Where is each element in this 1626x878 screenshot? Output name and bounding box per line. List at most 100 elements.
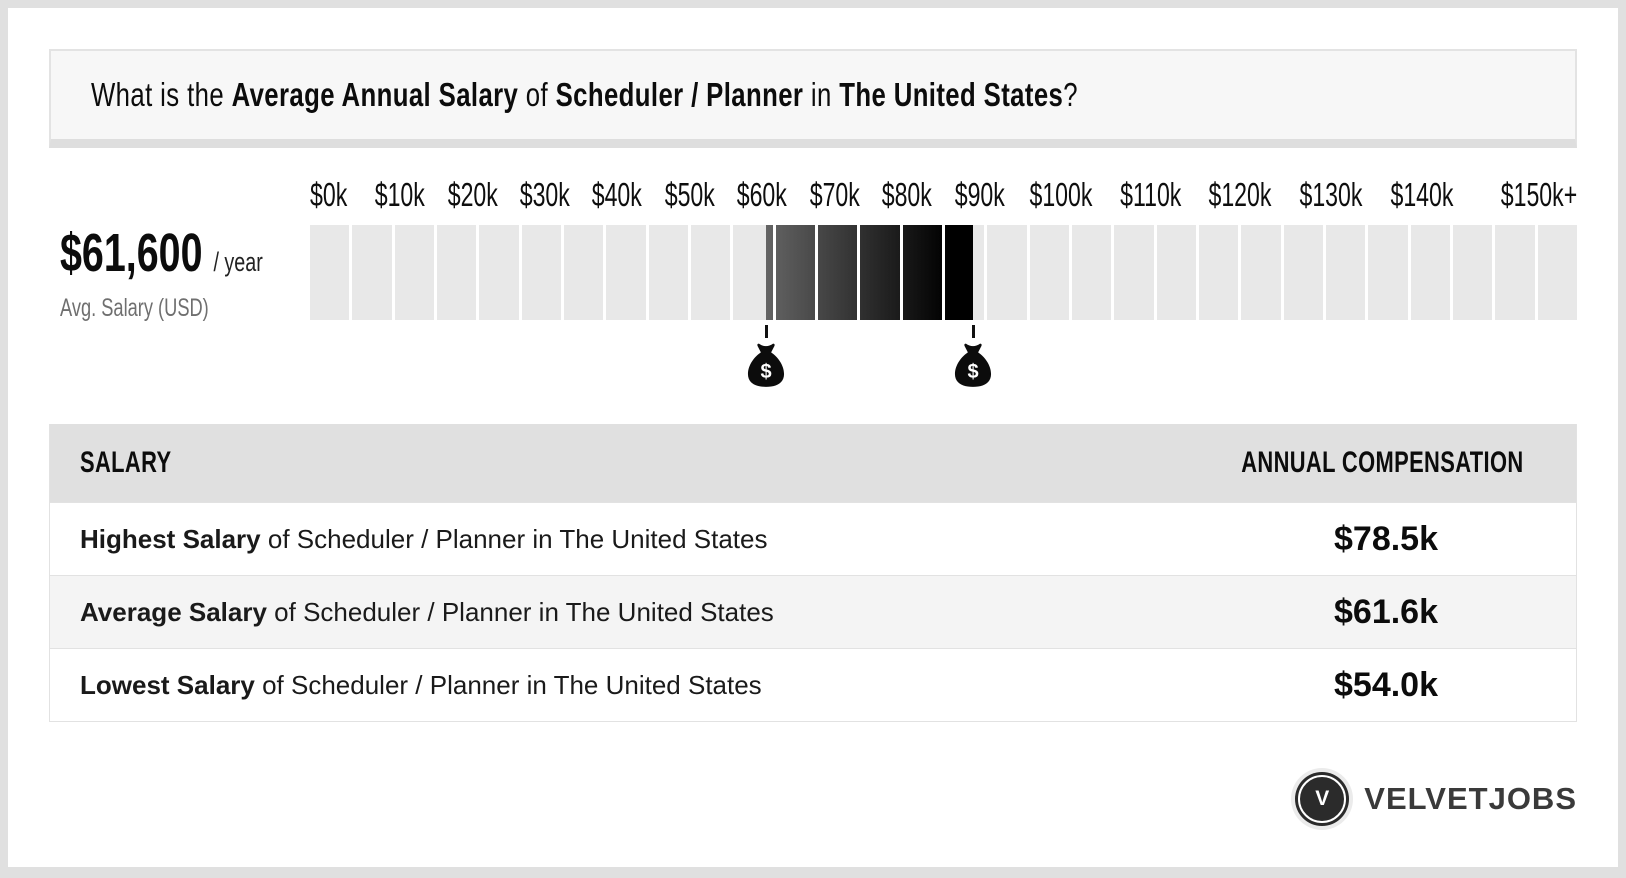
velvetjobs-logo-icon: V	[1295, 772, 1350, 826]
dollar-sign-glyph: $	[968, 361, 979, 383]
salary-value: $61,600	[60, 223, 203, 283]
marker-dash	[764, 325, 768, 338]
bar-segment	[479, 225, 522, 320]
header-salary-label: SALARY	[80, 446, 172, 479]
axis-tick-label: $100k	[1029, 176, 1093, 213]
bar-segment	[564, 225, 607, 320]
header-compensation-label: ANNUAL COMPENSATION	[1241, 446, 1524, 479]
bar-segment	[395, 225, 437, 320]
row-compensation-value: $78.5k	[1334, 519, 1438, 558]
row-description: Lowest Salary of Scheduler / Planner in …	[50, 670, 1196, 701]
average-salary-caption: Avg. Salary (USD)	[60, 294, 209, 322]
marker-dash	[971, 325, 975, 338]
brand-name: VELVETJOBS	[1364, 781, 1577, 816]
bar-segment	[1030, 225, 1072, 320]
bar-segment	[1326, 225, 1369, 320]
money-bag-icon: $	[748, 343, 785, 387]
salary-range-chart: $0k $10k $20k $30k $40k $50k $60k $70k $80k $90k $…	[310, 176, 1577, 395]
axis-tick-label: $130k	[1299, 176, 1363, 213]
bar-segment	[1241, 225, 1284, 320]
axis-tick-label: $30k	[519, 176, 570, 213]
row-compensation: $54.0k	[1196, 666, 1576, 705]
row-description-rest: of Scheduler / Planner in The United Sta…	[254, 669, 762, 700]
title-prefix: What is the	[91, 76, 232, 113]
axis-tick-label: $80k	[882, 176, 933, 213]
header-compensation: ANNUAL COMPENSATION	[1189, 446, 1576, 480]
title-suffix: ?	[1063, 76, 1078, 113]
bar-segment	[606, 225, 649, 320]
page-card: What is the Average Annual Salary of Sch…	[8, 8, 1618, 867]
money-bag-icon: $	[955, 343, 992, 387]
row-description-rest: of Scheduler / Planner in The United Sta…	[266, 596, 774, 627]
bar-segment	[945, 225, 988, 320]
axis-tick-label: $20k	[447, 176, 498, 213]
bar-segment	[691, 225, 734, 320]
axis-labels: $0k $10k $20k $30k $40k $50k $60k $70k $80k $90k $…	[310, 176, 1577, 214]
brand-footer: V VELVETJOBS	[49, 772, 1577, 826]
title-bold-job: Scheduler / Planner	[555, 76, 804, 113]
bar-segment	[987, 225, 1030, 320]
salary-chart-section: $61,600 / year Avg. Salary (USD) $0k $10k…	[49, 176, 1577, 395]
bar-segment	[649, 225, 691, 320]
title-bold-country: The United States	[839, 76, 1064, 113]
bar-segment	[1495, 225, 1538, 320]
row-description-bold: Average Salary	[80, 596, 267, 627]
axis-tick-label: $120k	[1208, 176, 1272, 213]
bar-segment	[437, 225, 480, 320]
highlight-range	[766, 225, 974, 320]
row-description-rest: of Scheduler / Planner in The United Sta…	[260, 523, 768, 554]
bar-segment	[1114, 225, 1157, 320]
title-bold-salary: Average Annual Salary	[231, 76, 519, 113]
bar-segments	[310, 225, 1577, 320]
axis-tick-label: $70k	[809, 176, 860, 213]
table-row: Average Salary of Scheduler / Planner in…	[50, 575, 1576, 648]
row-compensation: $61.6k	[1196, 593, 1576, 632]
bar-segment	[522, 225, 564, 320]
row-compensation: $78.5k	[1196, 520, 1576, 559]
bar-segment	[776, 225, 818, 320]
row-description: Highest Salary of Scheduler / Planner in…	[50, 524, 1196, 555]
salary-marker: $	[954, 320, 992, 388]
bar-segment	[1368, 225, 1411, 320]
header-salary: SALARY	[50, 446, 1189, 480]
bar-segment	[1538, 225, 1577, 320]
table-body: Highest Salary of Scheduler / Planner in…	[50, 502, 1576, 721]
table-row: Lowest Salary of Scheduler / Planner in …	[50, 648, 1576, 721]
dollar-sign-glyph: $	[761, 361, 772, 383]
markers-row: $ $	[310, 320, 1577, 395]
bar-segment	[903, 225, 945, 320]
page-title: What is the Average Annual Salary of Sch…	[91, 76, 1078, 114]
bar-segment	[1284, 225, 1326, 320]
axis-tick-label: $40k	[592, 176, 643, 213]
bar-segment	[1453, 225, 1496, 320]
axis-tick-label: $140k	[1390, 176, 1454, 213]
title-banner: What is the Average Annual Salary of Sch…	[49, 49, 1577, 148]
bar-segment	[1411, 225, 1453, 320]
logo-initial: V	[1315, 787, 1330, 810]
bar-segment	[1199, 225, 1242, 320]
salary-period: / year	[213, 247, 263, 277]
axis-tick-label: $50k	[664, 176, 715, 213]
bar-segment	[818, 225, 861, 320]
bar-segment	[1157, 225, 1199, 320]
bar-segment	[310, 225, 353, 320]
range-bar	[310, 225, 1577, 320]
title-mid-of: of	[518, 76, 556, 113]
salary-table: SALARY ANNUAL COMPENSATION Highest Salar…	[49, 424, 1577, 722]
axis-tick-label: $10k	[374, 176, 425, 213]
row-compensation-value: $54.0k	[1334, 665, 1438, 704]
title-mid-in: in	[803, 76, 840, 113]
table-header-row: SALARY ANNUAL COMPENSATION	[50, 424, 1576, 502]
salary-summary: $61,600 / year Avg. Salary (USD)	[49, 180, 310, 395]
row-description: Average Salary of Scheduler / Planner in…	[50, 597, 1196, 628]
row-description-bold: Lowest Salary	[80, 669, 255, 700]
axis-tick-label: $150k+	[1500, 176, 1577, 213]
axis-tick-label: $60k	[737, 176, 788, 213]
axis-tick-label: $110k	[1120, 176, 1182, 213]
bar-segment	[352, 225, 395, 320]
table-row: Highest Salary of Scheduler / Planner in…	[50, 502, 1576, 575]
bar-segment	[733, 225, 776, 320]
bar-segment	[860, 225, 903, 320]
bar-segment	[1072, 225, 1115, 320]
row-compensation-value: $61.6k	[1334, 592, 1438, 631]
